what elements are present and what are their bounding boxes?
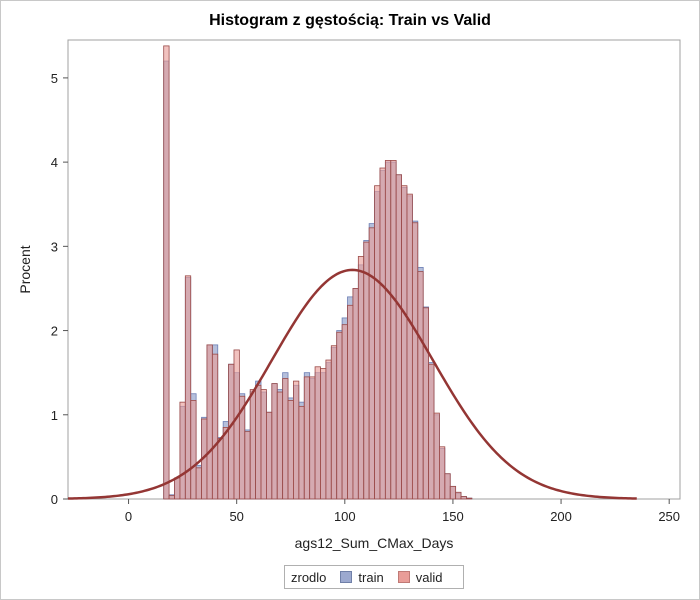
valid-bar bbox=[249, 389, 257, 500]
x-axis-label: ags12_Sum_CMax_Days bbox=[295, 535, 454, 551]
valid-bar bbox=[233, 349, 240, 500]
legend: zrodlo train valid bbox=[284, 565, 464, 589]
valid-bar bbox=[282, 378, 289, 500]
x-tick-label: 200 bbox=[550, 509, 572, 524]
valid-bar bbox=[228, 363, 235, 500]
y-tick-label: 2 bbox=[51, 324, 58, 339]
x-tick-label: 250 bbox=[658, 509, 680, 524]
valid-bar bbox=[276, 391, 284, 500]
valid-bar bbox=[309, 376, 316, 500]
y-axis-label: Procent bbox=[17, 245, 33, 293]
valid-bar bbox=[190, 400, 197, 500]
valid-bar bbox=[184, 275, 192, 500]
valid-bar bbox=[433, 412, 440, 500]
y-axis: 0 1 2 3 4 5 bbox=[51, 71, 68, 507]
y-tick-label: 4 bbox=[51, 155, 58, 170]
valid-bar bbox=[325, 359, 332, 500]
y-tick-label: 0 bbox=[51, 492, 58, 507]
valid-bar bbox=[336, 331, 343, 500]
valid-bar bbox=[411, 222, 419, 500]
valid-bar bbox=[271, 383, 278, 500]
valid-bar bbox=[460, 496, 467, 500]
valid-bar bbox=[347, 304, 354, 500]
y-tick-label: 3 bbox=[51, 239, 58, 254]
legend-item-train: train bbox=[340, 569, 384, 585]
valid-bar bbox=[168, 495, 175, 500]
valid-bar bbox=[260, 389, 267, 500]
valid-bar bbox=[179, 401, 186, 500]
valid-bar bbox=[206, 344, 213, 500]
valid-bar bbox=[222, 427, 229, 500]
valid-bar bbox=[195, 467, 202, 500]
valid-bar bbox=[455, 491, 462, 500]
valid-bar bbox=[379, 167, 386, 500]
valid-bar bbox=[174, 477, 181, 500]
valid-bar bbox=[293, 380, 300, 500]
valid-bar bbox=[444, 473, 451, 500]
valid-bar bbox=[314, 366, 321, 500]
valid-bar bbox=[422, 307, 430, 500]
valid-bar bbox=[352, 288, 359, 500]
valid-bar bbox=[395, 174, 402, 500]
x-tick-label: 50 bbox=[229, 509, 243, 524]
chart-title: Histogram z gęstością: Train vs Valid bbox=[209, 12, 491, 29]
legend-label-train: train bbox=[358, 569, 384, 585]
valid-bar bbox=[428, 363, 435, 500]
valid-bar bbox=[303, 376, 311, 500]
valid-bar bbox=[244, 431, 251, 500]
valid-bar bbox=[449, 485, 457, 500]
legend-label-valid: valid bbox=[415, 569, 443, 585]
density-curve bbox=[67, 268, 637, 500]
x-tick-label: 100 bbox=[334, 509, 356, 524]
valid-bar bbox=[255, 384, 262, 500]
valid-bars bbox=[163, 45, 473, 500]
valid-bar bbox=[330, 345, 338, 500]
valid-bar bbox=[211, 353, 219, 500]
valid-bar bbox=[390, 160, 397, 500]
x-axis: 0 50 100 150 200 250 bbox=[125, 499, 680, 524]
valid-bar bbox=[163, 45, 170, 500]
x-tick-label: 0 bbox=[125, 509, 132, 524]
y-tick-label: 5 bbox=[51, 71, 58, 86]
valid-bar bbox=[320, 368, 327, 500]
valid-bar bbox=[266, 411, 273, 500]
y-tick-label: 1 bbox=[51, 408, 58, 423]
valid-bar bbox=[363, 241, 370, 500]
valid-bar bbox=[217, 437, 224, 500]
legend-item-valid: valid bbox=[397, 569, 443, 585]
legend-swatch-train bbox=[340, 571, 353, 583]
valid-bar bbox=[417, 271, 424, 500]
valid-bar bbox=[401, 185, 408, 500]
valid-bar bbox=[298, 405, 305, 500]
legend-title: zrodlo bbox=[291, 569, 327, 585]
x-tick-label: 150 bbox=[442, 509, 464, 524]
valid-bar bbox=[287, 400, 294, 500]
valid-bar bbox=[341, 324, 348, 500]
valid-bar bbox=[374, 185, 381, 500]
valid-bar bbox=[357, 256, 365, 500]
valid-bar bbox=[384, 160, 392, 500]
valid-bar bbox=[466, 497, 473, 500]
valid-bar bbox=[406, 193, 413, 500]
legend-swatch-valid bbox=[397, 571, 410, 583]
valid-bar bbox=[439, 446, 446, 500]
valid-bar bbox=[368, 227, 375, 500]
